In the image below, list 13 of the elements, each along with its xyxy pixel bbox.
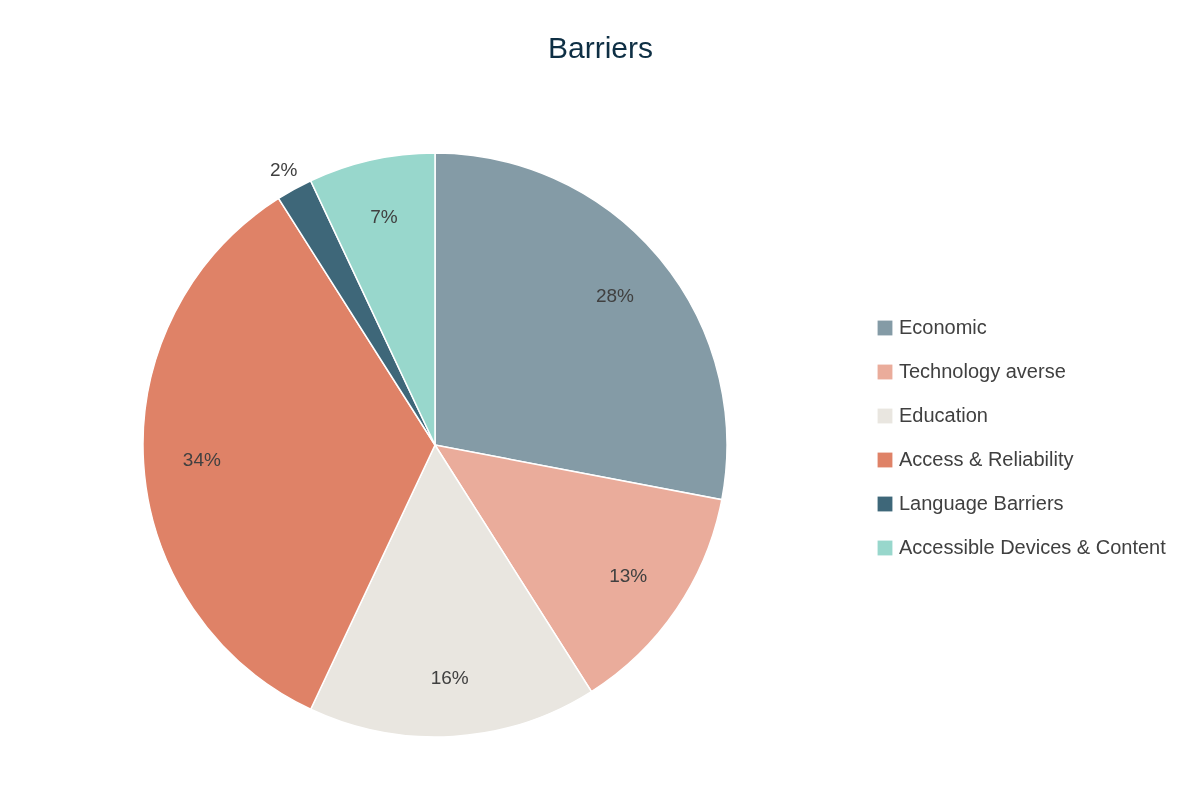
legend-label: Education xyxy=(899,404,988,426)
data-label: 2% xyxy=(269,158,298,180)
legend-label: Accessible Devices & Content xyxy=(899,536,1167,558)
data-label: 34% xyxy=(182,448,221,470)
legend-label: Technology averse xyxy=(899,360,1066,382)
legend-label: Access & Reliability xyxy=(899,448,1074,470)
legend-label: Economic xyxy=(899,316,987,338)
legend-label: Language Barriers xyxy=(899,492,1064,514)
data-label: 28% xyxy=(595,285,635,307)
data-label: 13% xyxy=(609,565,648,587)
data-label: 16% xyxy=(430,667,469,689)
data-label: 7% xyxy=(370,206,398,228)
chart-title: Barriers xyxy=(548,31,654,64)
